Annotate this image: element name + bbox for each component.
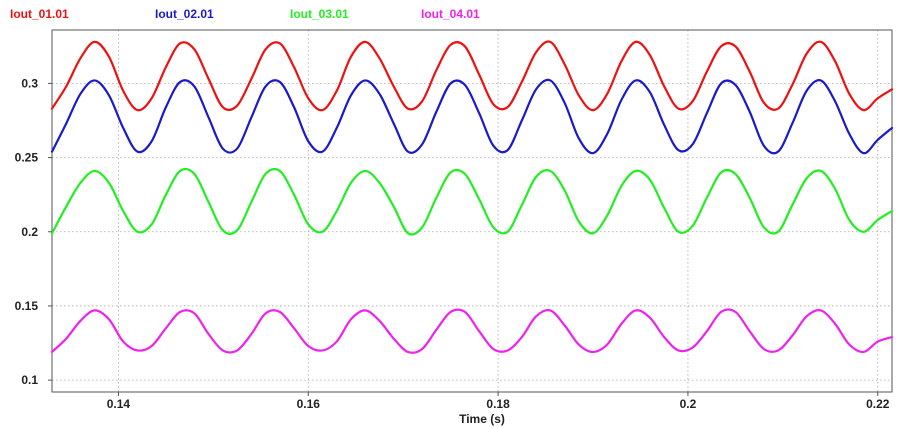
legend-item-4: Iout_04.01: [421, 7, 480, 21]
series-line-3: [50, 167, 894, 236]
x-axis: 0.14 0.16 0.18 0.2 0.22: [107, 392, 890, 411]
x-axis-label: Time (s): [459, 412, 505, 426]
y-tick-label: 0.25: [15, 151, 39, 165]
y-axis: 0.1 0.15 0.2 0.25 0.3: [15, 76, 52, 387]
legend-item-3: Iout_03.01: [290, 7, 349, 21]
y-tick-label: 0.15: [15, 299, 39, 313]
grid: [52, 30, 892, 392]
series-line-2: [50, 78, 894, 155]
legend: Iout_01.01 Iout_02.01 Iout_03.01 Iout_04.01: [10, 7, 480, 21]
y-tick-label: 0.1: [21, 373, 38, 387]
series-line-1: [50, 40, 894, 112]
x-tick-label: 0.16: [297, 397, 321, 411]
legend-item-1: Iout_01.01: [10, 7, 69, 21]
x-tick-label: 0.22: [866, 397, 890, 411]
x-tick-label: 0.14: [107, 397, 131, 411]
x-tick-label: 0.2: [680, 397, 697, 411]
x-tick-label: 0.18: [486, 397, 510, 411]
y-tick-label: 0.2: [21, 225, 38, 239]
y-tick-label: 0.3: [21, 76, 38, 90]
series-line-4: [50, 308, 894, 354]
legend-item-2: Iout_02.01: [155, 7, 214, 21]
series-layer: [50, 40, 894, 354]
